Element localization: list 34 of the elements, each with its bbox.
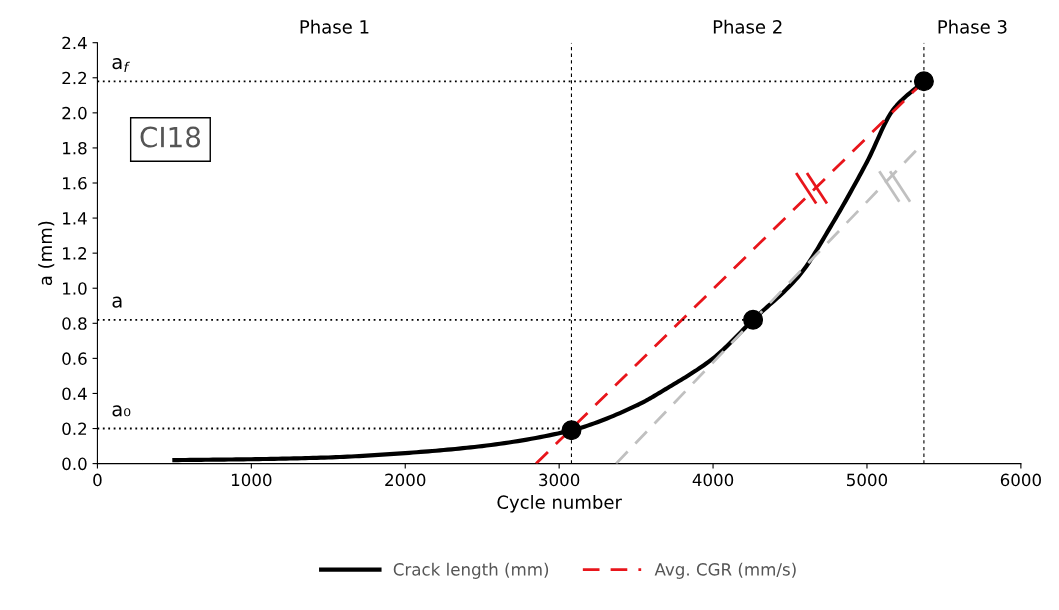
annotation: CI18	[140, 126, 201, 148]
x-tick-label: 6000	[1000, 473, 1041, 487]
y-tick-label: 0.0	[62, 457, 87, 471]
x-tick-label: 5000	[847, 473, 888, 487]
text: Phase 2	[713, 19, 782, 34]
legend-label: Avg. CGR (mm/s)	[654, 562, 796, 579]
point	[561, 420, 582, 441]
y-axis-title: a (mm)	[38, 221, 55, 286]
x-tick-label: 3000	[539, 473, 580, 487]
x-tick-label: 2000	[385, 473, 426, 487]
annotation: a	[112, 296, 122, 308]
annotation: a$_{f}$	[112, 58, 130, 73]
x-tick-label: 1000	[231, 473, 272, 487]
y-tick-label: 1.4	[63, 212, 87, 225]
point	[743, 309, 764, 330]
y-tick-label: 1.8	[63, 141, 87, 155]
point	[913, 71, 934, 92]
y-tick-label: 0.2	[62, 422, 87, 436]
y-tick-label: 0.4	[62, 387, 87, 401]
x-axis-title: Cycle number	[497, 495, 622, 513]
y-tick-label: 2.2	[62, 71, 87, 85]
legend-label: Crack length (mm)	[393, 562, 549, 579]
text: Phase 1	[300, 19, 369, 34]
y-tick-label: 1.0	[63, 282, 87, 295]
y-tick-label: 0.6	[62, 352, 87, 365]
y-tick-label: 2.4	[62, 36, 87, 50]
y-tick-label: 1.6	[63, 176, 87, 190]
y-tick-label: 2.0	[62, 106, 87, 120]
y-tick-label: 0.8	[62, 317, 87, 330]
annotation: a₀	[112, 405, 131, 417]
x-tick-label: 0	[93, 473, 102, 487]
x-tick-label: 4000	[692, 473, 734, 487]
y-tick-label: 1.2	[63, 247, 87, 260]
text: Phase 3	[938, 19, 1007, 34]
